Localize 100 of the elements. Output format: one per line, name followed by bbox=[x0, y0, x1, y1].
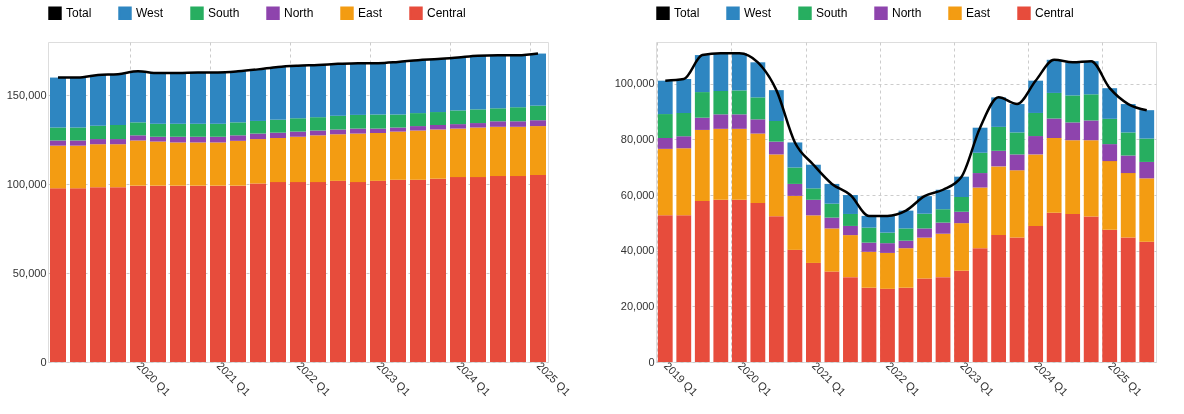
bar bbox=[1102, 88, 1118, 119]
bar bbox=[270, 119, 286, 133]
bar bbox=[657, 138, 673, 149]
bar bbox=[250, 133, 266, 140]
bar bbox=[935, 222, 951, 234]
bar bbox=[410, 179, 426, 362]
bar bbox=[450, 177, 466, 362]
bar bbox=[1009, 104, 1025, 133]
bar bbox=[390, 127, 406, 132]
bar bbox=[861, 215, 877, 228]
bar bbox=[470, 177, 486, 362]
bar bbox=[490, 126, 506, 177]
bar bbox=[972, 152, 988, 174]
bar bbox=[787, 142, 803, 168]
legend-label: West bbox=[744, 6, 772, 21]
bar bbox=[1102, 229, 1118, 362]
bar bbox=[1065, 95, 1081, 123]
bar bbox=[676, 136, 692, 149]
legend-label: South bbox=[208, 6, 240, 21]
bar bbox=[806, 164, 821, 189]
bar bbox=[1009, 132, 1025, 155]
bar bbox=[713, 199, 729, 362]
bar bbox=[430, 59, 446, 113]
bar bbox=[843, 277, 858, 362]
bar bbox=[676, 215, 692, 362]
bar bbox=[50, 188, 66, 362]
bar bbox=[935, 277, 951, 362]
bar bbox=[768, 154, 784, 217]
bar bbox=[350, 128, 366, 134]
bar bbox=[1065, 140, 1081, 214]
bar bbox=[861, 227, 877, 243]
bar bbox=[1009, 154, 1025, 171]
y-tick-label: 0 bbox=[648, 355, 655, 368]
bar bbox=[350, 133, 366, 183]
bar bbox=[390, 179, 406, 362]
bar bbox=[694, 200, 710, 362]
bar bbox=[824, 203, 840, 218]
bar bbox=[350, 63, 366, 115]
bar bbox=[390, 131, 406, 180]
bar bbox=[1065, 122, 1081, 141]
bar bbox=[190, 72, 206, 124]
legend-label: North bbox=[892, 6, 922, 21]
bar bbox=[806, 199, 821, 216]
bar bbox=[991, 126, 1006, 151]
bar bbox=[470, 123, 486, 128]
bar bbox=[750, 133, 766, 204]
bar bbox=[50, 127, 66, 141]
bar bbox=[330, 115, 346, 130]
bar bbox=[731, 53, 747, 91]
bar bbox=[935, 209, 951, 223]
bar bbox=[676, 148, 692, 216]
bar bbox=[310, 135, 326, 183]
bar bbox=[250, 69, 266, 121]
bar bbox=[230, 140, 246, 186]
bar bbox=[230, 185, 246, 362]
bar bbox=[50, 140, 66, 146]
bar bbox=[490, 121, 506, 127]
bar bbox=[330, 63, 346, 116]
bar bbox=[861, 287, 877, 362]
bar bbox=[1102, 118, 1118, 145]
bar bbox=[1046, 118, 1062, 138]
bar bbox=[470, 109, 486, 124]
bar bbox=[210, 142, 226, 186]
bar bbox=[750, 97, 766, 120]
bar bbox=[90, 187, 106, 362]
bar bbox=[657, 114, 673, 138]
bar bbox=[330, 134, 346, 181]
bar bbox=[750, 119, 766, 134]
bar bbox=[510, 176, 526, 362]
bar bbox=[898, 228, 914, 241]
bar bbox=[310, 64, 326, 118]
bar bbox=[861, 242, 877, 252]
line-series bbox=[664, 51, 1148, 218]
bar bbox=[787, 167, 803, 184]
bar bbox=[270, 138, 286, 183]
bar bbox=[861, 251, 877, 288]
bar bbox=[70, 145, 86, 189]
bar bbox=[1083, 94, 1099, 121]
bar bbox=[150, 73, 166, 124]
bar bbox=[170, 185, 186, 362]
bar bbox=[370, 180, 386, 362]
bar bbox=[150, 185, 166, 362]
bar bbox=[731, 199, 747, 362]
bar bbox=[824, 228, 840, 272]
bar bbox=[230, 135, 246, 141]
bar bbox=[1046, 59, 1062, 93]
bar bbox=[1028, 225, 1044, 362]
bar bbox=[430, 112, 446, 126]
legend-label: Central bbox=[427, 6, 466, 21]
y-tick-label: 50,000 bbox=[12, 266, 47, 279]
bar bbox=[350, 182, 366, 362]
bar bbox=[676, 79, 692, 113]
bar bbox=[530, 53, 546, 106]
bar bbox=[1009, 237, 1025, 362]
bar bbox=[731, 128, 747, 200]
legend-label: South bbox=[816, 6, 848, 21]
bar bbox=[290, 136, 306, 183]
bar bbox=[843, 213, 858, 226]
y-tick-label: 150,000 bbox=[6, 88, 47, 101]
bar bbox=[70, 77, 86, 128]
